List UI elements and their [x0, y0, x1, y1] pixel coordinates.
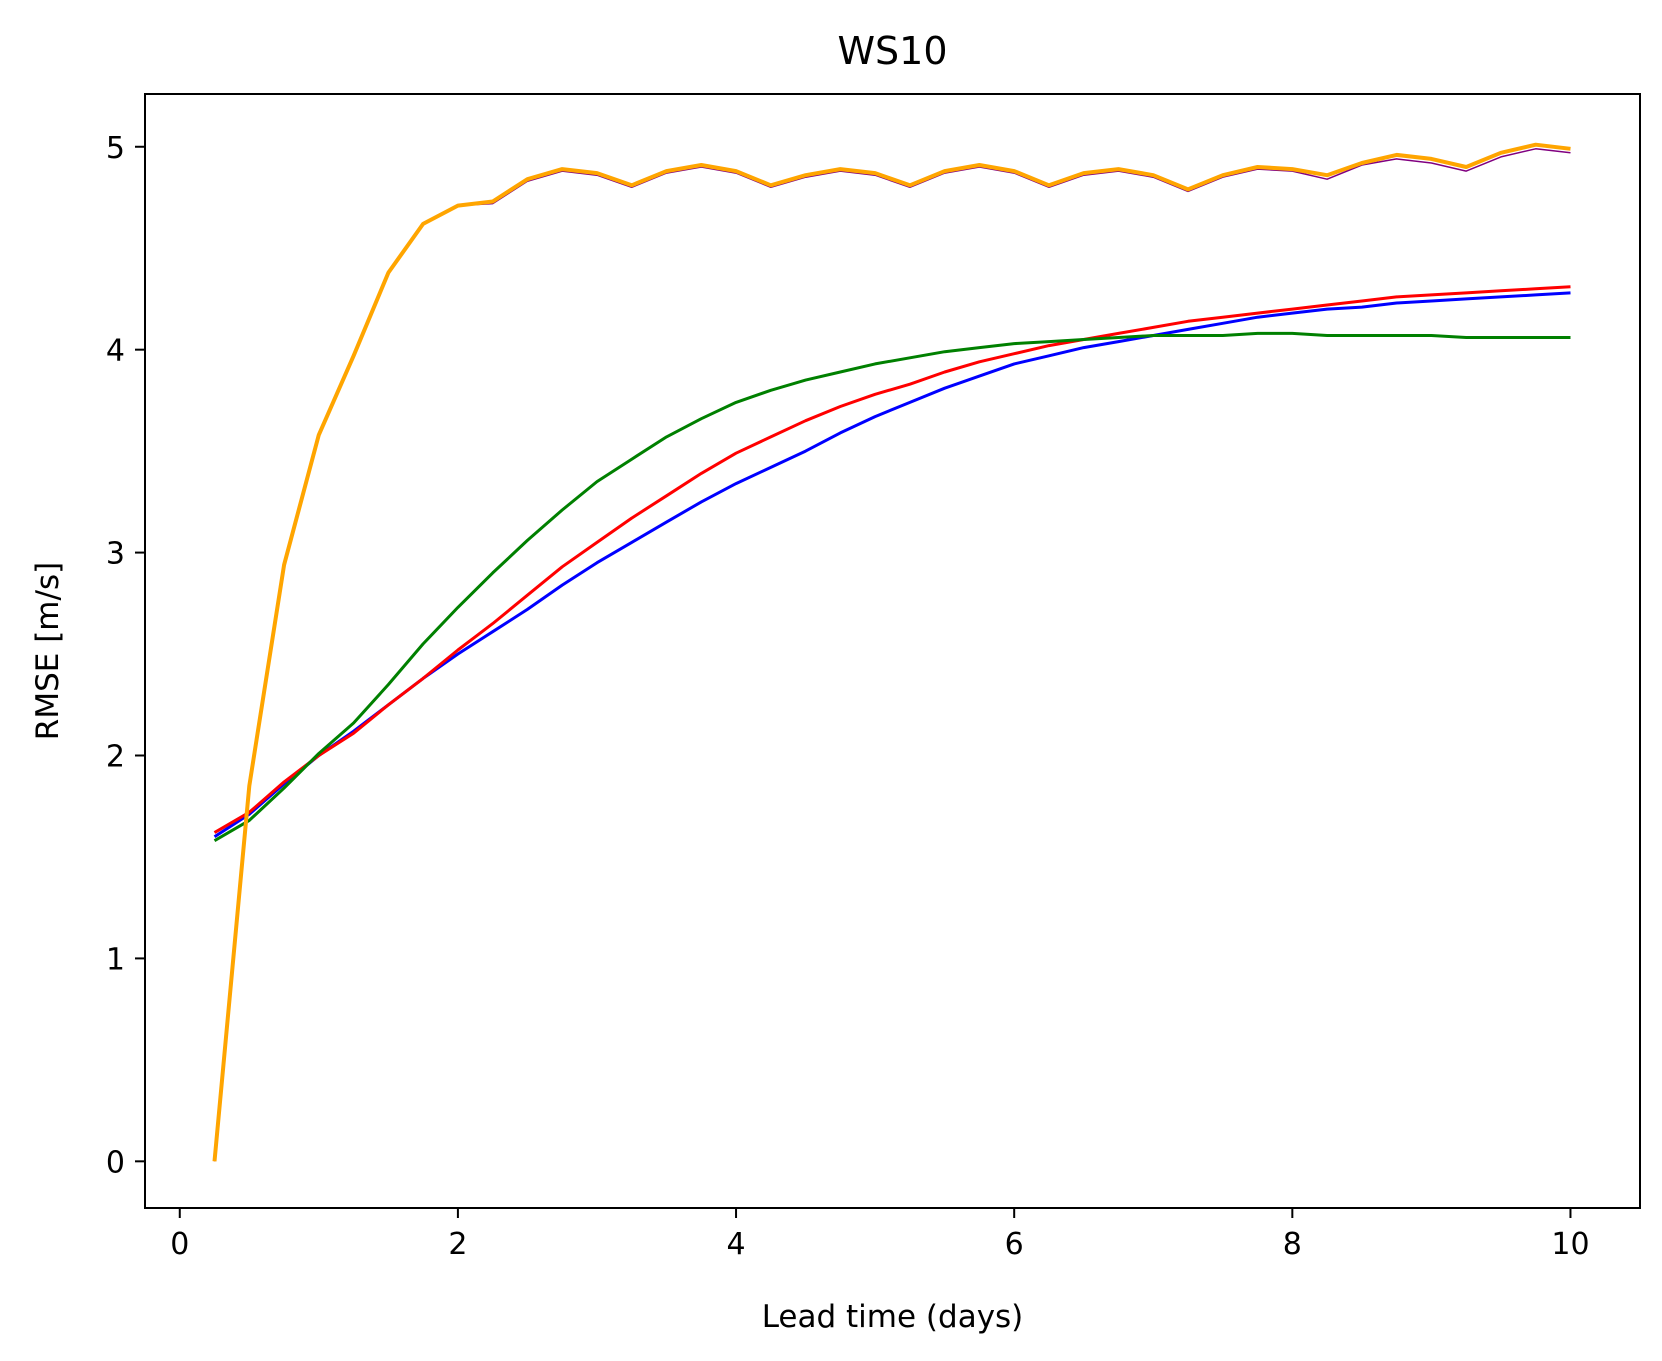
x-tick-label: 6: [1005, 1227, 1024, 1262]
series-line-4: [213, 331, 1571, 842]
y-tick-label: 3: [106, 537, 125, 572]
x-axis-ticks: 0 2 4 6 8 10: [170, 1208, 1590, 1262]
series-line-2: [213, 291, 1571, 838]
series-layer: [212, 142, 1571, 1162]
x-tick-label: 0: [170, 1227, 189, 1262]
y-tick-label: 4: [106, 334, 125, 369]
y-tick-label: 5: [106, 131, 125, 166]
y-axis-ticks: 0 1 2 3 4 5: [106, 131, 145, 1180]
y-axis-label: RMSE [m/s]: [30, 562, 66, 740]
y-tick-label: 2: [106, 740, 125, 775]
x-tick-label: 10: [1551, 1227, 1589, 1262]
plot-area-frame: [144, 93, 1641, 1209]
x-axis-label: Lead time (days): [762, 1299, 1024, 1335]
series-line-3: [213, 285, 1571, 834]
y-tick-label: 0: [106, 1145, 125, 1180]
x-tick-label: 4: [726, 1227, 745, 1262]
series-line-5: [212, 142, 1571, 1162]
x-tick-label: 2: [448, 1227, 467, 1262]
y-tick-label: 1: [106, 942, 125, 977]
chart-title: WS10: [837, 29, 947, 73]
x-tick-label: 8: [1283, 1227, 1302, 1262]
